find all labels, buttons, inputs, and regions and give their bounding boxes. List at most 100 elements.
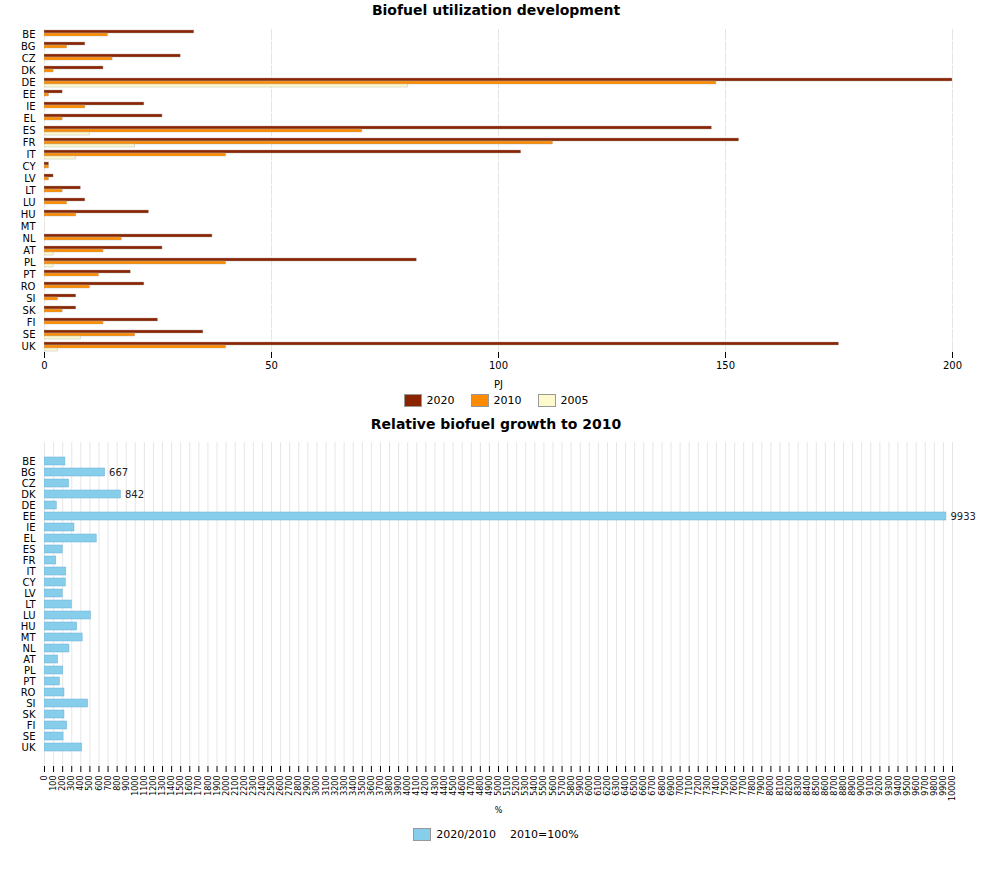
svg-text:9300: 9300 xyxy=(885,776,894,796)
svg-text:9800: 9800 xyxy=(930,776,939,796)
svg-text:NL: NL xyxy=(22,233,35,244)
svg-text:4700: 4700 xyxy=(467,776,476,796)
svg-text:BE: BE xyxy=(22,456,35,467)
svg-text:4200: 4200 xyxy=(421,776,430,796)
svg-text:PT: PT xyxy=(23,269,36,280)
svg-text:8400: 8400 xyxy=(803,776,812,796)
svg-text:IT: IT xyxy=(26,566,36,577)
svg-text:2100: 2100 xyxy=(231,776,240,796)
svg-text:SI: SI xyxy=(26,293,35,304)
svg-text:IT: IT xyxy=(26,149,36,160)
svg-text:2400: 2400 xyxy=(258,776,267,796)
svg-text:6500: 6500 xyxy=(630,776,639,796)
svg-text:9500: 9500 xyxy=(903,776,912,796)
svg-text:7500: 7500 xyxy=(721,776,730,796)
svg-text:1900: 1900 xyxy=(213,776,222,796)
svg-text:8000: 8000 xyxy=(766,776,775,796)
svg-text:2700: 2700 xyxy=(285,776,294,796)
svg-text:5500: 5500 xyxy=(539,776,548,796)
svg-text:LT: LT xyxy=(25,599,36,610)
svg-text:842: 842 xyxy=(125,489,144,500)
svg-text:LV: LV xyxy=(24,588,35,599)
svg-text:UK: UK xyxy=(22,341,36,352)
svg-text:HU: HU xyxy=(21,209,36,220)
svg-text:DK: DK xyxy=(21,489,36,500)
svg-text:700: 700 xyxy=(104,776,113,791)
svg-text:1500: 1500 xyxy=(176,776,185,796)
svg-text:300: 300 xyxy=(67,776,76,791)
svg-text:9200: 9200 xyxy=(875,776,884,796)
svg-text:DE: DE xyxy=(21,77,35,88)
svg-text:9000: 9000 xyxy=(857,776,866,796)
svg-text:3300: 3300 xyxy=(340,776,349,796)
svg-text:BG: BG xyxy=(21,467,35,478)
svg-text:7900: 7900 xyxy=(757,776,766,796)
svg-text:4400: 4400 xyxy=(440,776,449,796)
svg-text:CZ: CZ xyxy=(22,53,36,64)
svg-text:SE: SE xyxy=(23,731,36,742)
svg-text:PL: PL xyxy=(24,257,36,268)
svg-text:LV: LV xyxy=(24,173,35,184)
svg-text:3600: 3600 xyxy=(367,776,376,796)
svg-text:8600: 8600 xyxy=(821,776,830,796)
svg-text:3900: 3900 xyxy=(394,776,403,796)
svg-text:500: 500 xyxy=(85,776,94,791)
svg-text:FR: FR xyxy=(23,555,36,566)
svg-text:7300: 7300 xyxy=(703,776,712,796)
svg-text:AT: AT xyxy=(23,654,36,665)
svg-text:1200: 1200 xyxy=(149,776,158,796)
svg-text:7200: 7200 xyxy=(694,776,703,796)
svg-text:8200: 8200 xyxy=(785,776,794,796)
svg-text:SE: SE xyxy=(23,329,36,340)
svg-text:5700: 5700 xyxy=(558,776,567,796)
svg-text:9933: 9933 xyxy=(950,511,975,522)
svg-text:6200: 6200 xyxy=(603,776,612,796)
svg-text:6300: 6300 xyxy=(612,776,621,796)
svg-text:8800: 8800 xyxy=(839,776,848,796)
svg-text:4300: 4300 xyxy=(431,776,440,796)
svg-text:2900: 2900 xyxy=(303,776,312,796)
svg-text:100: 100 xyxy=(49,776,58,791)
svg-text:HU: HU xyxy=(21,621,36,632)
svg-text:8100: 8100 xyxy=(776,776,785,796)
svg-text:3800: 3800 xyxy=(385,776,394,796)
svg-text:2800: 2800 xyxy=(294,776,303,796)
svg-text:4100: 4100 xyxy=(412,776,421,796)
svg-text:BE: BE xyxy=(22,29,35,40)
svg-text:LT: LT xyxy=(25,185,36,196)
svg-text:4900: 4900 xyxy=(485,776,494,796)
svg-text:5900: 5900 xyxy=(576,776,585,796)
svg-text:10000: 10000 xyxy=(948,776,957,801)
svg-text:7800: 7800 xyxy=(748,776,757,796)
svg-text:6800: 6800 xyxy=(658,776,667,796)
svg-text:PT: PT xyxy=(23,676,36,687)
svg-text:1100: 1100 xyxy=(140,776,149,796)
svg-text:FR: FR xyxy=(23,137,36,148)
svg-text:EE: EE xyxy=(23,511,36,522)
svg-text:IE: IE xyxy=(26,101,35,112)
svg-text:EE: EE xyxy=(23,89,36,100)
svg-text:2500: 2500 xyxy=(267,776,276,796)
svg-text:2000: 2000 xyxy=(222,776,231,796)
svg-text:7000: 7000 xyxy=(676,776,685,796)
svg-text:7400: 7400 xyxy=(712,776,721,796)
svg-text:8500: 8500 xyxy=(812,776,821,796)
svg-text:200: 200 xyxy=(943,360,962,371)
svg-text:9600: 9600 xyxy=(912,776,921,796)
svg-text:2300: 2300 xyxy=(249,776,258,796)
svg-text:6600: 6600 xyxy=(639,776,648,796)
svg-text:DE: DE xyxy=(21,500,35,511)
svg-text:FI: FI xyxy=(27,317,36,328)
svg-text:4600: 4600 xyxy=(458,776,467,796)
svg-text:EL: EL xyxy=(24,533,36,544)
svg-text:200: 200 xyxy=(58,776,67,791)
svg-text:1400: 1400 xyxy=(167,776,176,796)
svg-text:3000: 3000 xyxy=(312,776,321,796)
svg-text:LU: LU xyxy=(23,610,35,621)
svg-text:LU: LU xyxy=(23,197,35,208)
svg-text:1300: 1300 xyxy=(158,776,167,796)
svg-text:9400: 9400 xyxy=(894,776,903,796)
svg-text:AT: AT xyxy=(23,245,36,256)
svg-text:SI: SI xyxy=(26,698,35,709)
svg-text:150: 150 xyxy=(716,360,735,371)
